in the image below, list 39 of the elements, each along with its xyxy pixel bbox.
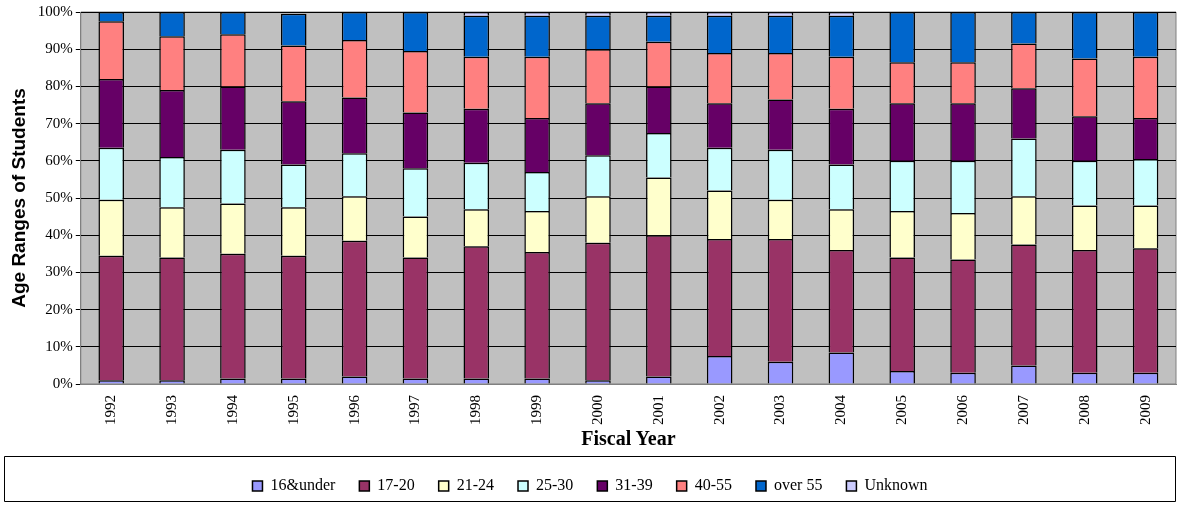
legend-label: 17-20 — [377, 476, 415, 494]
x-tick-label: 2002 — [710, 395, 727, 425]
y-axis-title: Age Ranges of Students — [7, 88, 29, 308]
x-tick-label: 1993 — [163, 395, 179, 425]
x-tick-label: 1994 — [223, 394, 240, 425]
y-tick-label: 70% — [45, 114, 73, 131]
legend-label: Unknown — [864, 476, 928, 494]
y-tick-label: 90% — [45, 40, 73, 57]
x-axis-title: Fiscal Year — [581, 427, 676, 450]
x-tick-label: 2007 — [1014, 394, 1031, 425]
legend-label: 31-39 — [615, 476, 653, 494]
legend-label: 40-55 — [694, 476, 732, 494]
legend-label: 21-24 — [456, 476, 494, 494]
x-tick-label: 2006 — [953, 394, 970, 425]
x-tick-label: 2001 — [649, 395, 666, 425]
x-tick-label: 1996 — [345, 394, 362, 425]
x-tick-label: 2000 — [588, 395, 605, 425]
x-tick-label: 2003 — [771, 395, 788, 425]
x-tick-label: 2008 — [1075, 395, 1092, 425]
y-tick-label: 60% — [45, 151, 73, 168]
y-tick-label: 30% — [45, 263, 73, 280]
legend-label: 25-30 — [536, 476, 574, 494]
x-tick-label: 2005 — [893, 395, 910, 425]
y-tick-label: 0% — [52, 374, 73, 391]
y-tick-label: 10% — [45, 337, 73, 354]
x-tick-label: 1997 — [406, 394, 423, 425]
x-tick-label: 2009 — [1136, 395, 1153, 425]
y-tick-label: 20% — [45, 300, 73, 317]
y-tick-label: 50% — [45, 188, 73, 205]
x-tick-label: 1995 — [284, 395, 301, 425]
y-tick-label: 100% — [37, 2, 73, 19]
y-tick-label: 80% — [45, 77, 73, 94]
x-tick-label: 1999 — [528, 395, 545, 425]
legend-label: 16&under — [270, 476, 337, 494]
y-tick-label: 40% — [45, 226, 73, 243]
x-tick-label: 1992 — [102, 395, 119, 425]
x-tick-label: 1998 — [467, 395, 484, 425]
legend-label: over 55 — [773, 476, 823, 494]
x-tick-label: 2004 — [832, 394, 849, 425]
